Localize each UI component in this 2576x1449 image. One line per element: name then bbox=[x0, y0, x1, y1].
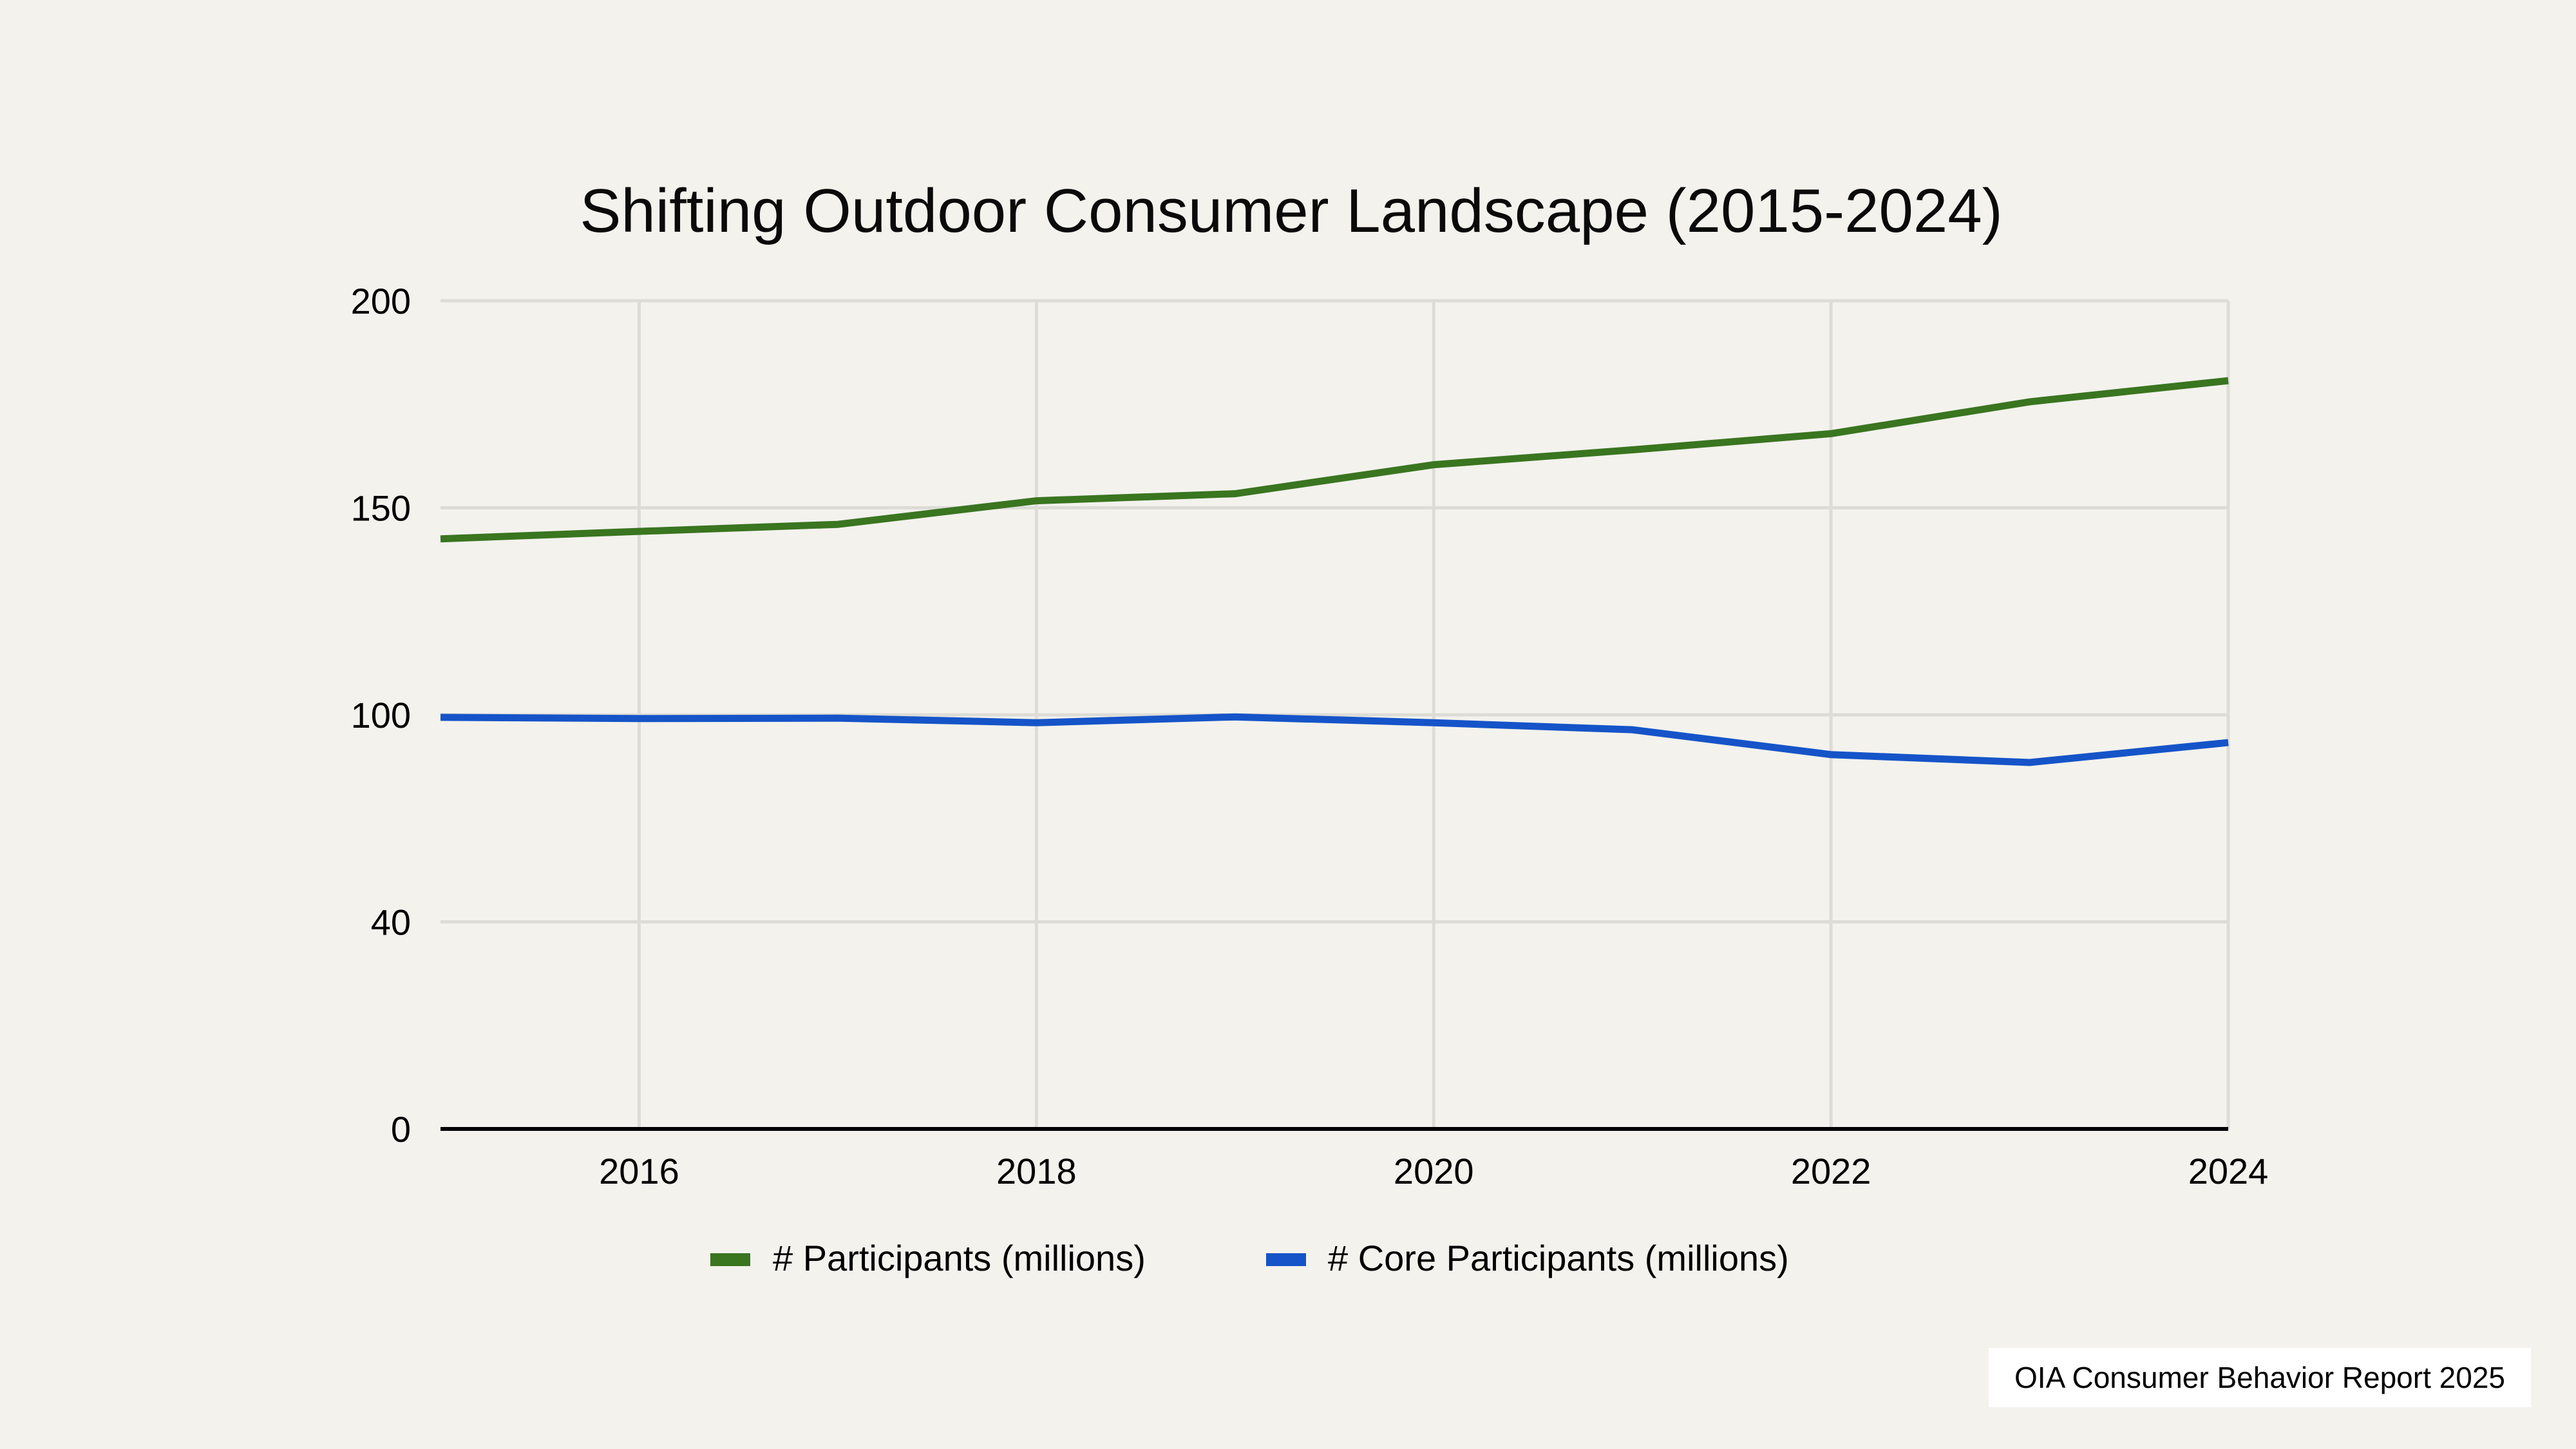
x-tick-label: 2024 bbox=[2188, 1151, 2269, 1191]
legend-swatch bbox=[710, 1253, 750, 1266]
chart-title: Shifting Outdoor Consumer Landscape (201… bbox=[580, 176, 2002, 245]
series-lines bbox=[440, 377, 2229, 766]
grid bbox=[440, 299, 2230, 1129]
series-line-participants bbox=[440, 377, 2229, 543]
legend: # Participants (millions) # Core Particip… bbox=[710, 1238, 1789, 1278]
x-tick-label: 2016 bbox=[599, 1151, 679, 1191]
x-axis-ticks: 2016 2018 2020 2022 2024 bbox=[599, 1151, 2268, 1191]
y-tick-label: 0 bbox=[391, 1109, 411, 1150]
x-tick-label: 2018 bbox=[996, 1151, 1077, 1191]
y-tick-label: 100 bbox=[351, 695, 411, 735]
series-line-core-participants bbox=[440, 713, 2229, 766]
legend-swatch bbox=[1266, 1253, 1306, 1266]
y-tick-label: 150 bbox=[351, 488, 411, 529]
x-tick-label: 2022 bbox=[1791, 1151, 1871, 1191]
x-tick-label: 2020 bbox=[1394, 1151, 1474, 1191]
legend-label: # Core Participants (millions) bbox=[1328, 1238, 1789, 1278]
y-axis-ticks: 0 40 100 150 200 bbox=[351, 281, 411, 1150]
legend-label: # Participants (millions) bbox=[773, 1238, 1146, 1278]
source-label: OIA Consumer Behavior Report 2025 bbox=[1989, 1348, 2531, 1407]
y-tick-label: 40 bbox=[371, 902, 411, 943]
y-tick-label: 200 bbox=[351, 281, 411, 321]
